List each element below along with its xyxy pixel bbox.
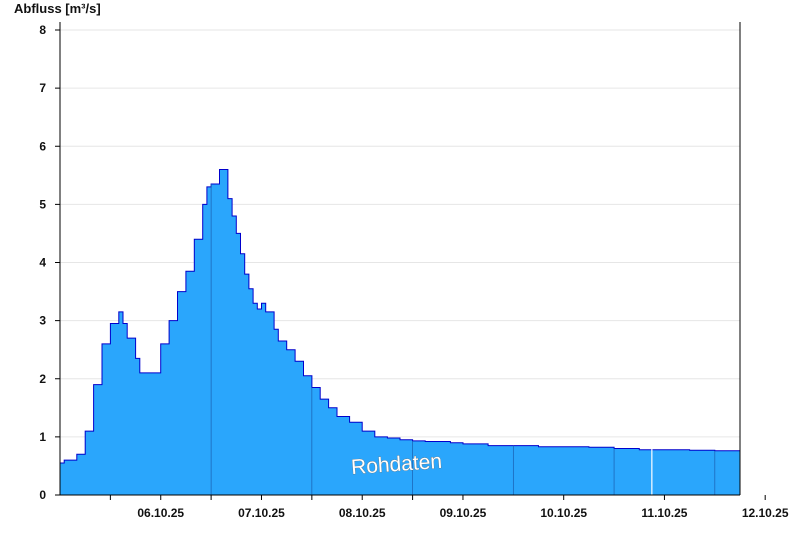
x-tick-label: 10.10.25 (540, 506, 587, 520)
y-tick-label: 2 (39, 372, 46, 386)
y-axis-ticks: 0 1 2 3 4 5 6 7 8 (39, 23, 60, 502)
y-axis-label: Abfluss [m³/s] (14, 1, 101, 16)
y-tick-label: 7 (39, 81, 46, 95)
x-tick-label: 09.10.25 (440, 506, 487, 520)
discharge-line (60, 169, 741, 464)
day-separators (210, 184, 716, 495)
y-tick-label: 4 (39, 256, 46, 270)
x-tick-label: 07.10.25 (238, 506, 285, 520)
discharge-area (60, 169, 740, 495)
x-axis-ticks: 06.10.25 07.10.25 08.10.25 09.10.25 10.10.25… (109, 495, 789, 520)
y-tick-label: 3 (39, 314, 46, 328)
x-tick-label: 06.10.25 (137, 506, 184, 520)
y-tick-label: 0 (39, 488, 46, 502)
x-tick-label: 11.10.25 (641, 506, 687, 520)
x-tick-label: 08.10.25 (339, 506, 386, 520)
y-tick-label: 5 (39, 197, 46, 211)
grid-lines (60, 29, 740, 438)
axes (59, 22, 741, 496)
x-tick-label: 12.10.25 (742, 506, 789, 520)
y-tick-label: 8 (39, 23, 46, 37)
series-discharge (60, 169, 741, 495)
y-tick-label: 6 (39, 139, 46, 153)
y-tick-label: 1 (39, 430, 46, 444)
